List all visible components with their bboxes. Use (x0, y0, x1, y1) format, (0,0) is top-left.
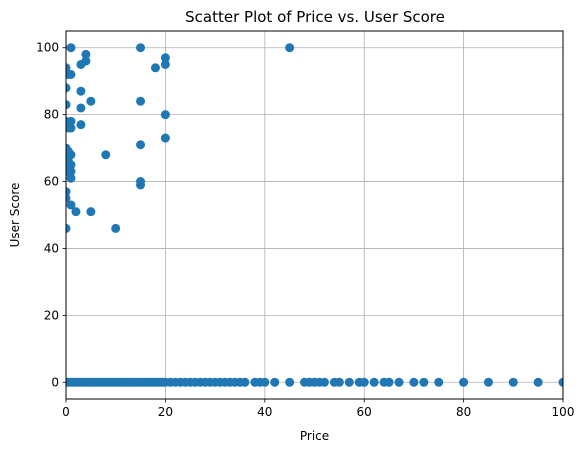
data-point (101, 150, 111, 160)
data-point (136, 180, 146, 190)
grid (65, 31, 564, 399)
data-point (71, 207, 81, 217)
y-tick-label: 40 (44, 241, 59, 255)
data-point (136, 140, 146, 150)
data-point (81, 49, 91, 59)
data-point (66, 150, 76, 160)
data-point (66, 63, 71, 73)
data-point (66, 160, 76, 170)
data-point (508, 377, 518, 387)
data-point (240, 377, 250, 387)
data-point (483, 377, 493, 387)
chart-title: Scatter Plot of Price vs. User Score (185, 8, 445, 26)
y-tick-label: 20 (44, 308, 59, 322)
data-point (285, 43, 295, 53)
data-point (81, 56, 91, 66)
data-point (150, 63, 160, 73)
data-point (66, 123, 76, 133)
data-point (66, 167, 76, 177)
y-tick-label: 0 (51, 375, 59, 389)
data-point (160, 59, 170, 69)
plot-frame (65, 30, 564, 400)
x-tick-label: 100 (552, 405, 575, 419)
data-point (384, 377, 394, 387)
data-point (111, 223, 121, 233)
data-point (409, 377, 419, 387)
data-point (394, 377, 404, 387)
data-point (66, 43, 76, 53)
data-point (160, 133, 170, 143)
y-axis-label: User Score (8, 183, 22, 248)
data-point (66, 100, 71, 110)
data-point (369, 377, 379, 387)
data-point (260, 377, 270, 387)
data-point (136, 43, 146, 53)
data-point (434, 377, 444, 387)
x-tick-label: 20 (158, 405, 173, 419)
y-tick-label: 100 (36, 41, 59, 55)
y-tick-label: 60 (44, 175, 59, 189)
data-point (66, 200, 76, 210)
data-point (66, 223, 71, 233)
data-point (558, 377, 563, 387)
data-point (66, 187, 71, 197)
data-point (76, 103, 86, 113)
data-point (319, 377, 329, 387)
data-point (419, 377, 429, 387)
x-tick-label: 80 (456, 405, 471, 419)
x-tick-label: 60 (357, 405, 372, 419)
data-point (359, 377, 369, 387)
data-point (459, 377, 469, 387)
data-point (334, 377, 344, 387)
x-tick-label: 0 (62, 405, 70, 419)
data-point (66, 69, 76, 79)
data-point (160, 110, 170, 120)
data-point (136, 96, 146, 106)
data-point (344, 377, 354, 387)
x-axis-ticks: 0 20 40 60 80 100 (62, 399, 574, 419)
data-point (76, 86, 86, 96)
data-point (66, 193, 71, 203)
data-point (270, 377, 280, 387)
data-point (76, 120, 86, 130)
data-point (66, 83, 71, 93)
data-points (66, 43, 563, 387)
x-axis-label: Price (300, 429, 329, 443)
data-point (86, 207, 96, 217)
y-tick-label: 80 (44, 108, 59, 122)
data-point (285, 377, 295, 387)
data-point (86, 96, 96, 106)
data-point (66, 116, 76, 126)
data-point (66, 173, 76, 183)
x-tick-label: 40 (257, 405, 272, 419)
y-axis-ticks: 0 20 40 60 80 100 (36, 41, 66, 389)
data-point (160, 53, 170, 63)
data-point (533, 377, 543, 387)
